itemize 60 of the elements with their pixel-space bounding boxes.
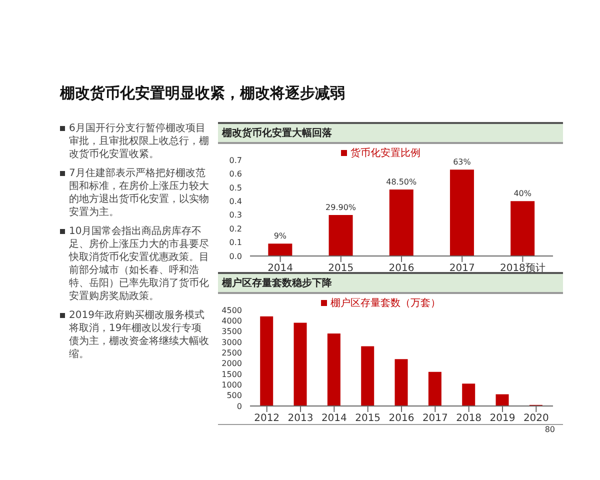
bar (268, 244, 292, 256)
y-tick-label: 0.6 (229, 170, 242, 179)
legend-label: 棚户区存量套数（万套） (330, 298, 440, 309)
y-tick-label: 0.0 (229, 252, 242, 261)
y-tick-label: 2500 (222, 348, 242, 358)
chart-title: 棚改货币化安置大幅回落 (218, 122, 563, 144)
x-tick-label: 2015 (355, 413, 381, 424)
y-tick-label: 4000 (222, 316, 242, 326)
data-label: 63% (453, 158, 472, 167)
bar (496, 394, 509, 406)
text: 80 (218, 424, 563, 434)
x-tick-label: 2017 (422, 413, 448, 424)
text: 2019年政府购买棚改服务模式将取消，19年棚改以发行专项债为主，棚改资金将继续大幅收缩。 (69, 309, 210, 361)
data-label: 9% (274, 232, 287, 241)
y-tick-label: 0.7 (229, 156, 242, 165)
y-tick-label: 1000 (222, 380, 242, 390)
x-tick-label: 2019 (490, 413, 516, 424)
y-tick-label: 3000 (222, 338, 242, 347)
x-tick-label: 2020 (523, 413, 549, 424)
bar (428, 372, 442, 406)
y-tick-label: 0.4 (229, 196, 242, 206)
text: 6月国开行分支行暂停棚改项目审批，且审批权限上收总行，棚改货币化安置收紧。 (69, 122, 210, 161)
x-tick-label: 2012 (254, 413, 280, 424)
legend-label: 货币化安置比例 (350, 148, 420, 159)
data-label: 48.50% (386, 177, 418, 186)
y-tick-label: 500 (226, 391, 242, 400)
bar (450, 170, 474, 256)
chart-title: 棚户区存量套数稳步下降 (222, 278, 332, 289)
bar (462, 384, 476, 406)
y-tick-label: 2000 (222, 359, 242, 368)
y-tick-label: 0 (236, 402, 242, 411)
bar (328, 214, 353, 256)
bar (510, 201, 535, 256)
x-tick-label: 2016 (388, 413, 414, 424)
x-tick-label: 2018预计 (500, 262, 546, 274)
text: 棚改货币化安置明显收紧，棚改将逐步减弱 (60, 84, 346, 103)
y-tick-label: 1500 (222, 370, 242, 379)
y-tick-label: 4500 (222, 306, 242, 315)
x-tick-label: 2015 (328, 263, 354, 274)
data-label: 29.90% (326, 202, 356, 212)
y-tick-label: 0.5 (229, 183, 242, 192)
text: 10月国常会指出商品房库存不足、房价上涨压力大的市县要尽快取消货币化安置优惠政策。目前部分城市（如长春、呼和浩特、岳阳）已率先取消了货币化安置购房奖励政策。 (69, 225, 210, 303)
text: 7月住建部表示严格把好棚改范围和标准，在房价上涨压力较大的地方退出货币化安置，以实物安置为主。 (69, 167, 210, 219)
bar (260, 316, 274, 406)
x-tick-label: 2013 (288, 413, 314, 424)
y-tick-label: 0.1 (229, 238, 242, 248)
bar (327, 333, 340, 406)
y-tick-label: 0.3 (229, 210, 242, 220)
bar (389, 189, 414, 256)
data-label: 40% (514, 189, 532, 198)
x-tick-label: 2014 (321, 413, 347, 424)
bar (394, 359, 408, 406)
bar (361, 346, 374, 406)
x-tick-label: 2018 (456, 413, 482, 424)
y-tick-label: 0.2 (229, 224, 242, 234)
x-tick-label: 2016 (388, 263, 414, 274)
x-tick-label: 2014 (268, 263, 294, 274)
bar (294, 322, 307, 406)
y-tick-label: 3500 (222, 327, 242, 336)
x-tick-label: 2017 (449, 263, 475, 274)
